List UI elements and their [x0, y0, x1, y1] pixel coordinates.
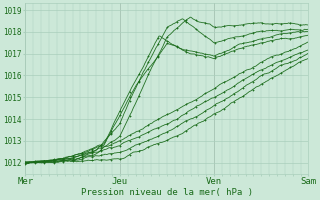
X-axis label: Pression niveau de la mer( hPa ): Pression niveau de la mer( hPa ): [81, 188, 253, 197]
